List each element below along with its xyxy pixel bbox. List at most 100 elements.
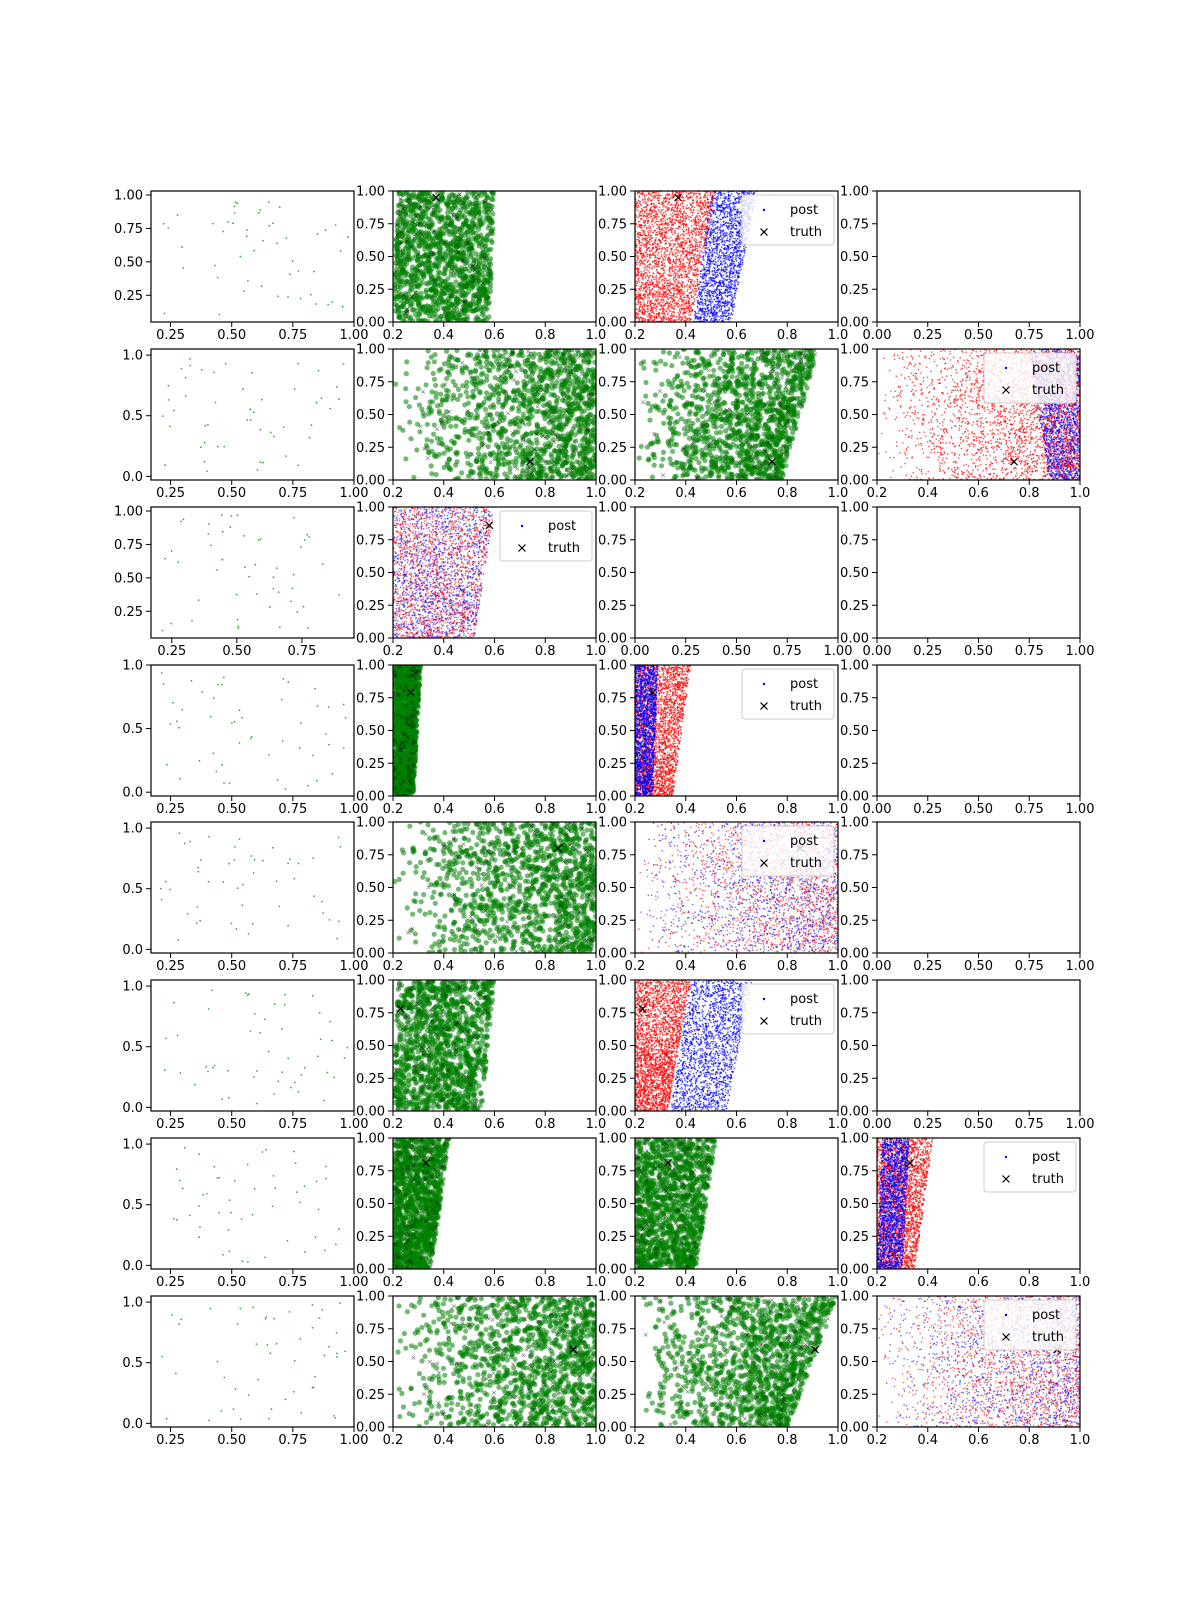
- post-point-blue: [719, 248, 721, 251]
- post-point-red: [674, 252, 677, 255]
- post-point-blue: [738, 257, 740, 259]
- sample-point: [222, 230, 225, 233]
- post-point-red: [671, 319, 674, 321]
- sample-point: [253, 249, 256, 252]
- post-point-red: [670, 204, 673, 206]
- post-point-red: [642, 282, 644, 284]
- post-point-blue: [724, 208, 726, 210]
- post-point-blue: [718, 309, 721, 311]
- post-point-blue: [713, 236, 715, 239]
- post-point-red: [655, 237, 657, 239]
- post-point-red: [691, 196, 694, 198]
- post-point: [433, 313, 439, 319]
- post-point-blue: [736, 240, 738, 243]
- post-point-blue: [718, 215, 720, 217]
- overlay-mark: ×: [400, 292, 406, 300]
- post-point-red: [650, 215, 653, 217]
- post-point: [436, 258, 442, 264]
- post-point-blue: [724, 198, 727, 200]
- post-point-blue: [730, 192, 733, 195]
- post-point-blue: [718, 306, 721, 309]
- post-point-red: [693, 239, 695, 241]
- post-point: [437, 229, 443, 235]
- post-point-blue: [703, 310, 705, 313]
- post-point-red: [666, 313, 669, 316]
- post-point-blue: [707, 253, 709, 256]
- overlay-mark: ×: [483, 208, 489, 216]
- post-point-red: [640, 193, 643, 195]
- post-point-red: [649, 256, 651, 259]
- post-point-red: [637, 209, 639, 212]
- post-point-blue: [726, 210, 728, 213]
- post-point: [460, 307, 466, 313]
- post-point-blue: [714, 312, 717, 314]
- post-point-blue: [721, 261, 723, 264]
- post-point-red: [682, 219, 684, 222]
- post-point-blue: [708, 224, 711, 227]
- post-point-blue: [724, 265, 726, 268]
- post-point-red: [699, 216, 702, 218]
- post-point: [413, 212, 419, 218]
- post-point-blue: [715, 264, 717, 266]
- post-point: [410, 255, 416, 261]
- sample-point: [268, 224, 271, 227]
- post-point-blue: [714, 295, 717, 298]
- overlay-mark: ×: [460, 297, 466, 305]
- post-point: [452, 193, 458, 199]
- post-point-blue: [729, 224, 731, 227]
- post-point-blue: [728, 306, 730, 309]
- post-point-red: [680, 309, 683, 311]
- post-point: [420, 214, 426, 220]
- post-point-blue: [718, 264, 721, 267]
- post-point-blue: [708, 272, 711, 275]
- post-point: [447, 260, 453, 266]
- post-point-blue: [729, 235, 732, 238]
- post-point-blue: [705, 304, 707, 307]
- post-point-blue: [721, 237, 724, 240]
- post-point-red: [650, 279, 653, 281]
- post-point-red: [663, 276, 665, 278]
- post-point-red: [640, 244, 643, 247]
- post-point-red: [690, 211, 692, 213]
- post-point-red: [650, 240, 653, 242]
- post-point-blue: [707, 259, 709, 262]
- post-point-blue: [717, 268, 720, 270]
- post-point-red: [657, 289, 660, 291]
- overlay-mark: ×: [400, 251, 406, 259]
- overlay-mark: ×: [417, 220, 423, 228]
- post-point: [420, 191, 426, 197]
- post-point-blue: [730, 237, 732, 239]
- post-point-red: [657, 299, 659, 301]
- post-point-blue: [725, 196, 727, 199]
- post-point-blue: [724, 294, 727, 297]
- post-point-blue: [728, 301, 730, 303]
- post-point: [465, 223, 471, 229]
- post-point: [415, 235, 421, 241]
- post-point: [433, 213, 440, 219]
- post-point-blue: [718, 209, 720, 212]
- post-point-red: [639, 292, 641, 295]
- post-point-blue: [722, 268, 725, 271]
- post-point-red: [650, 311, 653, 314]
- overlay-mark: ×: [399, 202, 405, 210]
- post-point-red: [664, 205, 667, 208]
- post-point-blue: [716, 249, 718, 251]
- post-point-red: [664, 250, 666, 253]
- post-point-blue: [720, 204, 723, 206]
- post-point-blue: [698, 288, 700, 290]
- post-point-blue: [730, 246, 733, 249]
- post-point-red: [699, 210, 701, 212]
- post-point: [458, 207, 464, 213]
- post-point-red: [666, 227, 668, 229]
- post-point-red: [646, 261, 649, 264]
- post-point-blue: [723, 280, 725, 282]
- post-point: [402, 245, 408, 251]
- post-point-red: [705, 235, 708, 238]
- post-point-red: [666, 197, 669, 199]
- post-point-blue: [733, 203, 735, 205]
- post-point: [481, 267, 487, 273]
- post-point-blue: [703, 287, 706, 290]
- post-point-red: [674, 295, 677, 298]
- post-point-blue: [712, 234, 715, 237]
